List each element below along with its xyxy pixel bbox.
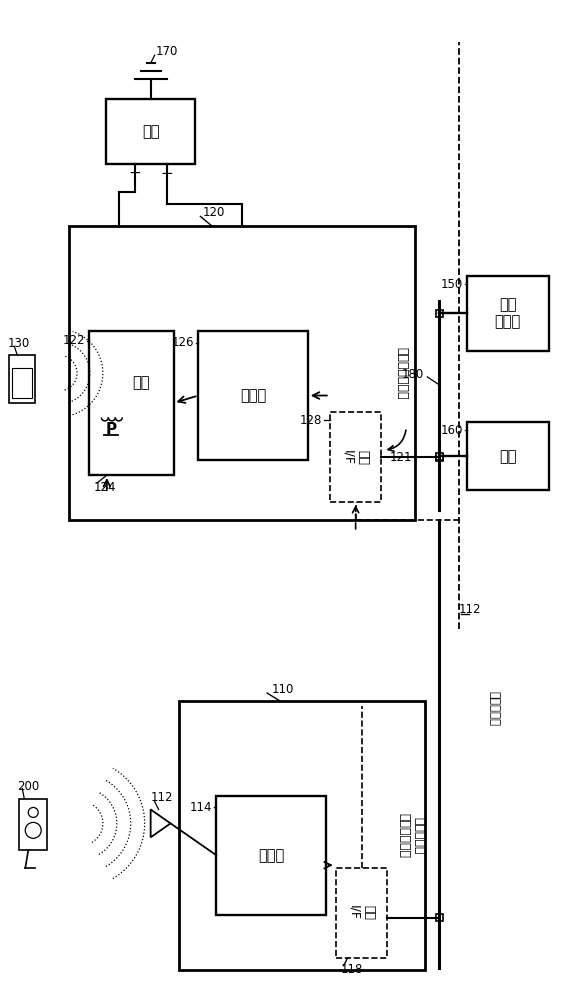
Text: 200: 200 bbox=[17, 780, 40, 793]
Text: 124: 124 bbox=[94, 481, 117, 494]
Bar bbox=[217, 796, 326, 915]
Bar bbox=[69, 226, 415, 520]
Text: 电池: 电池 bbox=[142, 124, 159, 139]
Text: P: P bbox=[105, 422, 116, 437]
Text: 处理器: 处理器 bbox=[240, 388, 266, 403]
Text: 锁门: 锁门 bbox=[499, 449, 517, 464]
Text: 112: 112 bbox=[459, 603, 481, 616]
Text: 引擎
启动器: 引擎 启动器 bbox=[495, 297, 521, 330]
Bar bbox=[436, 453, 443, 460]
Text: 通信
I/F: 通信 I/F bbox=[348, 905, 376, 920]
Text: 处理器: 处理器 bbox=[258, 848, 284, 863]
Text: 128: 128 bbox=[300, 414, 322, 427]
Text: 122: 122 bbox=[62, 334, 85, 347]
Bar bbox=[436, 914, 443, 921]
Text: 170: 170 bbox=[155, 45, 178, 58]
Text: 114: 114 bbox=[190, 801, 213, 814]
Text: 智能感应充电站: 智能感应充电站 bbox=[395, 347, 408, 399]
Bar bbox=[19, 799, 47, 850]
Text: 130: 130 bbox=[7, 337, 30, 350]
Bar bbox=[106, 99, 195, 164]
Bar bbox=[467, 422, 549, 490]
Bar bbox=[436, 454, 443, 461]
Bar bbox=[335, 868, 388, 958]
Text: 121: 121 bbox=[389, 451, 412, 464]
Bar bbox=[12, 368, 32, 398]
Text: 电源: 电源 bbox=[132, 376, 150, 391]
Text: 被动进入和
车辆启动系统: 被动进入和 车辆启动系统 bbox=[397, 813, 425, 858]
Text: 160: 160 bbox=[441, 424, 463, 437]
Text: 180: 180 bbox=[402, 368, 424, 381]
Text: 118: 118 bbox=[341, 963, 363, 976]
Text: 150: 150 bbox=[441, 278, 463, 291]
Bar bbox=[436, 310, 443, 317]
Text: 110: 110 bbox=[272, 683, 295, 696]
Text: 通信
I/F: 通信 I/F bbox=[342, 450, 370, 465]
Text: 112: 112 bbox=[151, 791, 173, 804]
Bar bbox=[89, 331, 173, 475]
Bar bbox=[10, 355, 35, 403]
Bar bbox=[467, 276, 549, 351]
Text: 126: 126 bbox=[172, 336, 195, 349]
Bar bbox=[199, 331, 308, 460]
Text: 120: 120 bbox=[203, 206, 225, 219]
Text: +: + bbox=[128, 166, 141, 181]
Text: −: − bbox=[160, 166, 173, 181]
Bar bbox=[178, 701, 425, 970]
Text: 启用／禁用: 启用／禁用 bbox=[488, 691, 500, 726]
Bar bbox=[330, 412, 381, 502]
